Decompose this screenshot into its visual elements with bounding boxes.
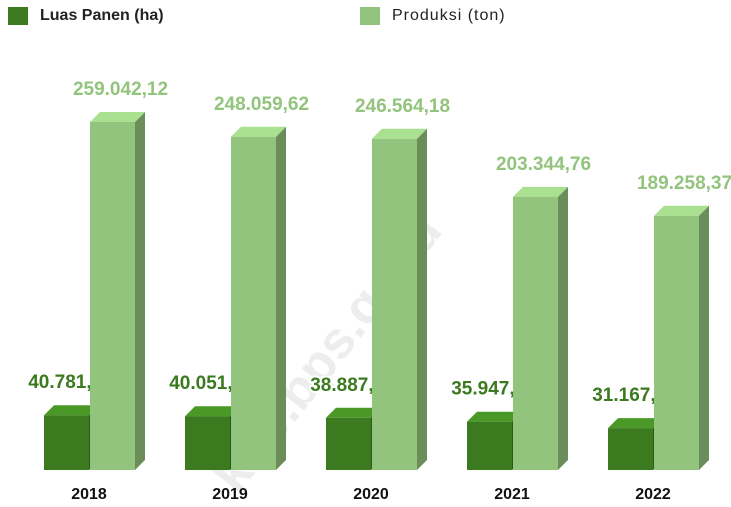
bar-top (467, 411, 522, 422)
x-tick-label: 2019 (212, 486, 248, 503)
x-tick-label: 2021 (494, 486, 530, 503)
legend-label: Produksi (ton) (392, 7, 506, 24)
bar-side (135, 112, 145, 470)
bar-top (185, 406, 240, 417)
bar-side (699, 205, 709, 471)
bar (513, 196, 558, 470)
bar-side (276, 126, 286, 470)
data-label: 203.344,76 (496, 154, 591, 175)
data-label: 246.564,18 (355, 96, 450, 117)
bar-top (231, 126, 286, 137)
x-tick-label: 2018 (71, 486, 107, 503)
bar (467, 421, 512, 470)
bar-top (44, 405, 99, 416)
legend-swatch (360, 7, 380, 25)
bar-side (417, 128, 427, 470)
bar-side (558, 186, 568, 470)
bar-top (513, 186, 568, 197)
data-label: 189.258,37 (637, 173, 731, 194)
bar (90, 122, 135, 470)
legend-label: Luas Panen (ha) (40, 7, 164, 24)
data-label: 248.059,62 (214, 94, 309, 115)
bar-top (372, 128, 427, 139)
bar-top (654, 205, 709, 216)
bar (654, 215, 699, 470)
bar-top (326, 407, 381, 418)
x-tick-label: 2022 (635, 486, 671, 503)
bar (372, 138, 417, 470)
legend-swatch (8, 7, 28, 25)
bar-top (608, 418, 663, 429)
bar (608, 428, 653, 470)
bar (44, 415, 89, 470)
bar-top (90, 112, 145, 122)
data-label: 259.042,12 (73, 79, 168, 100)
bar (231, 136, 276, 470)
bar (326, 417, 371, 470)
bar (185, 416, 230, 470)
x-tick-label: 2020 (353, 486, 389, 503)
